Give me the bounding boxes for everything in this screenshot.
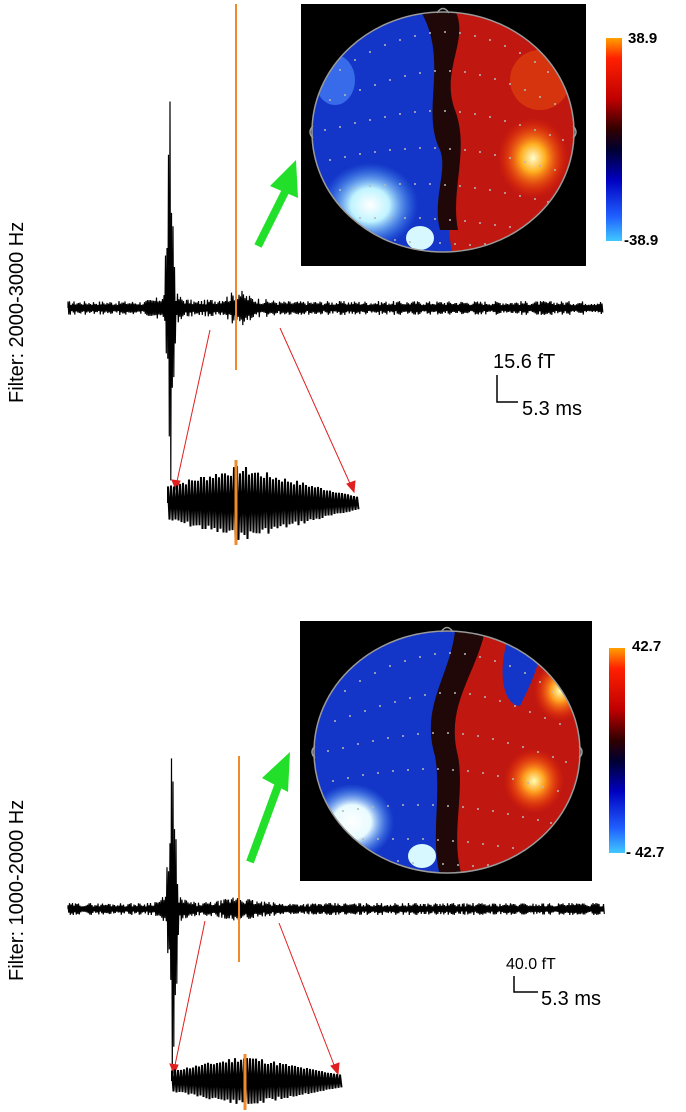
right-ear-marker — [578, 745, 583, 759]
colorbar-gradient — [609, 648, 625, 853]
scale-time-label: 5.3 ms — [522, 398, 583, 420]
nose-marker — [440, 626, 454, 633]
scale-time-label: 5.3 ms — [541, 988, 602, 1010]
colorbar-max-label: 42.7 — [632, 638, 662, 655]
colorbar-min-label: - 42.7 — [626, 844, 665, 861]
head-outline — [311, 11, 575, 253]
panel-top: Filter: 2000-3000 Hz 15.6 fT 5.3 ms 38.9… — [6, 4, 659, 545]
topomap-top — [301, 4, 586, 266]
panel-bottom-graphics — [67, 621, 625, 1110]
zoomed-trace-bottom — [171, 1058, 343, 1104]
left-ear-marker — [311, 745, 316, 759]
green-arrow-bottom — [246, 752, 290, 864]
colorbar-max-label: 38.9 — [628, 30, 658, 47]
filter-label: Filter: 2000-3000 Hz — [6, 221, 28, 403]
zoom-guides-top — [171, 327, 356, 494]
nose-marker — [436, 7, 450, 14]
filter-label: Filter: 1000-2000 Hz — [6, 799, 28, 981]
scale-bar-bottom — [513, 976, 538, 993]
panel-bottom: Filter: 1000-2000 Hz 40.0 fT 5.3 ms 42.7… — [0, 556, 686, 1112]
zoom-guides-bottom — [169, 920, 340, 1076]
meg-trace-bottom — [67, 758, 605, 1072]
right-ear-marker — [572, 125, 577, 139]
colorbar-min-label: -38.9 — [624, 232, 659, 249]
scale-bar-top — [496, 375, 518, 403]
zoomed-trace-top — [167, 466, 360, 540]
colorbar-top — [606, 38, 622, 241]
left-ear-marker — [309, 125, 314, 139]
colorbar-gradient — [606, 38, 622, 241]
colorbar-bottom — [609, 648, 625, 853]
scale-amplitude-label: 40.0 fT — [506, 956, 556, 973]
topomap-bottom — [300, 621, 592, 881]
scale-amplitude-label: 15.6 fT — [493, 351, 556, 373]
green-arrow-top — [254, 160, 298, 248]
head-outline — [313, 630, 581, 874]
panel-top-graphics — [67, 4, 622, 545]
meg-trace-top — [67, 101, 604, 481]
